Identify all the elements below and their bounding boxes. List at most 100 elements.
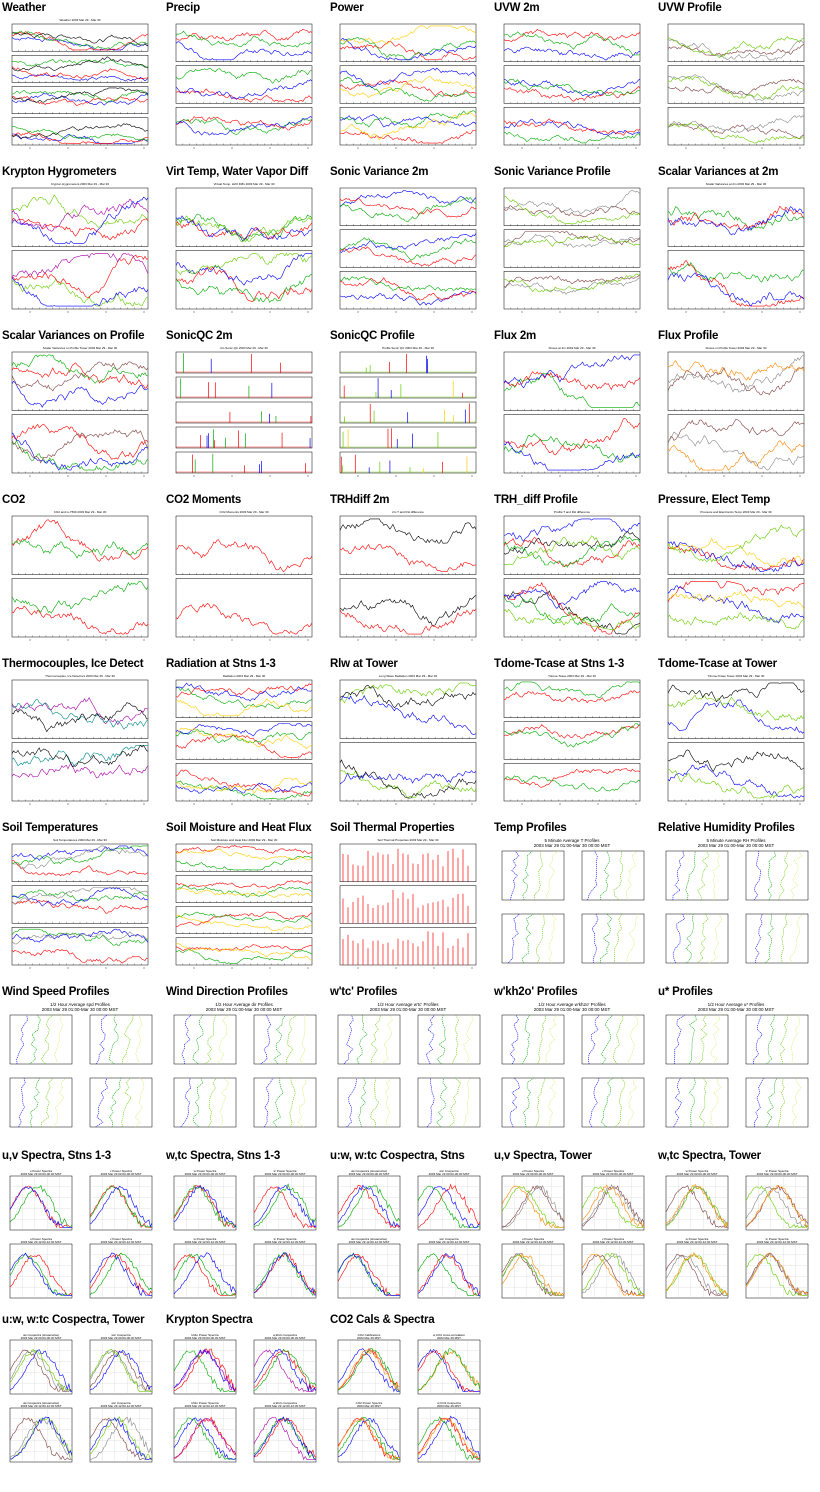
plot-thumbnail[interactable]: w'tc' Profiles 1/2 Hour Average w'tc' Pro… xyxy=(328,986,488,1146)
thumbnail-title-link[interactable]: w'tc' Profiles xyxy=(330,986,398,998)
plot-image[interactable]: Krypton Hygrometers 2003 Mar 29 - Mar 30 xyxy=(0,181,160,323)
plot-image[interactable]: Fluxes on Profile Tower 2003 Mar 29 - Ma… xyxy=(656,345,816,487)
plot-image[interactable]: Soil Thermal Properties 2003 Mar 29 - Ma… xyxy=(328,837,488,979)
thumbnail-title-link[interactable]: Power xyxy=(330,2,364,14)
plot-thumbnail[interactable]: w,tc Spectra, Tower w Power Spectra 2003 M… xyxy=(656,1150,816,1310)
thumbnail-title-link[interactable]: CO2 xyxy=(2,494,26,506)
plot-thumbnail[interactable]: Sonic Variance 2m xyxy=(328,166,488,326)
plot-thumbnail[interactable]: Scalar Variances on Profile Scalar Varian… xyxy=(0,330,160,490)
thumbnail-title-link[interactable]: SonicQC Profile xyxy=(330,330,415,342)
plot-thumbnail[interactable]: Weather Weather 2003 Mar 29 - Mar 30 xyxy=(0,2,160,162)
thumbnail-title-link[interactable]: Precip xyxy=(166,2,200,14)
thumbnail-title-link[interactable]: w,tc Spectra, Stns 1-3 xyxy=(166,1150,281,1162)
thumbnail-title-link[interactable]: Radiation at Stns 1-3 xyxy=(166,658,276,670)
thumbnail-title-link[interactable]: u* Profiles xyxy=(658,986,713,998)
plot-thumbnail[interactable]: CO2 Moments CO2 Moments 2003 Mar 29 - Mar… xyxy=(164,494,324,654)
plot-thumbnail[interactable]: Radiation at Stns 1-3 Radiation 2003 Mar … xyxy=(164,658,324,818)
thumbnail-title-link[interactable]: TRH_diff Profile xyxy=(494,494,578,506)
plot-image[interactable]: Fluxes at 2m 2003 Mar 29 - Mar 30 xyxy=(492,345,652,487)
plot-thumbnail[interactable]: Virt Temp, Water Vapor Diff Virtual Temp,… xyxy=(164,166,324,326)
thumbnail-title-link[interactable]: Temp Profiles xyxy=(494,822,567,834)
plot-image[interactable]: Soil Moisture and Heat Flux 2003 Mar 29 … xyxy=(164,837,324,979)
plot-image[interactable]: Scalar Variances at 2m 2003 Mar 29 - Mar… xyxy=(656,181,816,323)
plot-thumbnail[interactable]: Relative Humidity Profiles 5 Minute Avera… xyxy=(656,822,816,982)
plot-thumbnail[interactable]: Krypton Spectra kh2o Power Spectra 2003 Ma… xyxy=(164,1314,324,1474)
plot-image[interactable]: Profile T and RH difference xyxy=(492,509,652,651)
thumbnail-title-link[interactable]: Weather xyxy=(2,2,46,14)
plot-thumbnail[interactable]: CO2 CO2 and Li-7500 2003 Mar 29 - Mar 30 xyxy=(0,494,160,654)
thumbnail-title-link[interactable]: CO2 Cals & Spectra xyxy=(330,1314,435,1326)
thumbnail-title-link[interactable]: Wind Direction Profiles xyxy=(166,986,288,998)
plot-thumbnail[interactable]: Krypton Hygrometers Krypton Hygrometers 2… xyxy=(0,166,160,326)
plot-image[interactable] xyxy=(492,17,652,159)
plot-thumbnail[interactable]: w'kh2o' Profiles 1/2 Hour Average w'kh2o'… xyxy=(492,986,652,1146)
plot-image[interactable]: Scalar Variances on Profile Tower 2003 M… xyxy=(0,345,160,487)
thumbnail-title-link[interactable]: Wind Speed Profiles xyxy=(2,986,110,998)
plot-image[interactable]: Long Wave Radiation 2003 Mar 29 - Mar 30 xyxy=(328,673,488,815)
plot-thumbnail[interactable]: Flux 2m Fluxes at 2m 2003 Mar 29 - Mar 30 xyxy=(492,330,652,490)
plot-image[interactable] xyxy=(328,181,488,323)
plot-image[interactable]: uw Cospectra (streamwise)2003 Mar 29 00:… xyxy=(0,1329,160,1471)
plot-thumbnail[interactable]: u:w, w:tc Cospectra, Tower uw Cospectra (… xyxy=(0,1314,160,1474)
plot-thumbnail[interactable]: u* Profiles 1/2 Hour Average u* Profiles 2… xyxy=(656,986,816,1146)
plot-image[interactable] xyxy=(328,17,488,159)
plot-thumbnail[interactable]: Tdome-Tcase at Tower Tdome-Tcase Tower 20… xyxy=(656,658,816,818)
plot-image[interactable]: Profile Sonic QC 2003 Mar 29 - Mar 30 xyxy=(328,345,488,487)
plot-thumbnail[interactable]: w,tc Spectra, Stns 1-3 w Power Spectra 200… xyxy=(164,1150,324,1310)
plot-thumbnail[interactable]: Soil Moisture and Heat Flux Soil Moisture… xyxy=(164,822,324,982)
plot-thumbnail[interactable]: u:w, w:tc Cospectra, Stns uw Cospectra (s… xyxy=(328,1150,488,1310)
thumbnail-title-link[interactable]: Scalar Variances at 2m xyxy=(658,166,779,178)
plot-thumbnail[interactable]: Scalar Variances at 2m Scalar Variances a… xyxy=(656,166,816,326)
plot-thumbnail[interactable]: Soil Thermal Properties Soil Thermal Prop… xyxy=(328,822,488,982)
plot-thumbnail[interactable]: Temp Profiles 5 Minute Average T Profiles… xyxy=(492,822,652,982)
plot-thumbnail[interactable]: SonicQC Profile Profile Sonic QC 2003 Mar… xyxy=(328,330,488,490)
plot-image[interactable]: CO2 Moments 2003 Mar 29 - Mar 30 xyxy=(164,509,324,651)
plot-thumbnail[interactable]: Sonic Variance Profile xyxy=(492,166,652,326)
plot-thumbnail[interactable]: CO2 Cals & Spectra CO2 Calibrations 2003 M… xyxy=(328,1314,488,1474)
thumbnail-title-link[interactable]: Rlw at Tower xyxy=(330,658,398,670)
thumbnail-title-link[interactable]: Soil Temperatures xyxy=(2,822,99,834)
thumbnail-title-link[interactable]: TRHdiff 2m xyxy=(330,494,390,506)
plot-image[interactable]: Tdome-Tcase 2003 Mar 29 - Mar 30 xyxy=(492,673,652,815)
thumbnail-title-link[interactable]: SonicQC 2m xyxy=(166,330,233,342)
thumbnail-title-link[interactable]: Tdome-Tcase at Stns 1-3 xyxy=(494,658,625,670)
plot-thumbnail[interactable]: TRH_diff Profile Profile T and RH differe… xyxy=(492,494,652,654)
thumbnail-title-link[interactable]: Krypton Hygrometers xyxy=(2,166,117,178)
thumbnail-title-link[interactable]: w,tc Spectra, Tower xyxy=(658,1150,761,1162)
plot-thumbnail[interactable]: UVW 2m xyxy=(492,2,652,162)
plot-thumbnail[interactable]: Flux Profile Fluxes on Profile Tower 2003… xyxy=(656,330,816,490)
plot-thumbnail[interactable]: TRHdiff 2m 2m T and RH difference xyxy=(328,494,488,654)
plot-thumbnail[interactable]: SonicQC 2m 2m Sonic QC 2003 Mar 29 - Mar … xyxy=(164,330,324,490)
thumbnail-title-link[interactable]: w'kh2o' Profiles xyxy=(494,986,578,998)
plot-image[interactable]: Tdome-Tcase Tower 2003 Mar 29 - Mar 30 xyxy=(656,673,816,815)
plot-thumbnail[interactable]: u,v Spectra, Stns 1-3 u Power Spectra 2003… xyxy=(0,1150,160,1310)
thumbnail-title-link[interactable]: Sonic Variance Profile xyxy=(494,166,611,178)
thumbnail-title-link[interactable]: Soil Thermal Properties xyxy=(330,822,455,834)
thumbnail-title-link[interactable]: Krypton Spectra xyxy=(166,1314,253,1326)
plot-thumbnail[interactable]: Power xyxy=(328,2,488,162)
thumbnail-title-link[interactable]: u,v Spectra, Stns 1-3 xyxy=(2,1150,111,1162)
thumbnail-title-link[interactable]: u,v Spectra, Tower xyxy=(494,1150,592,1162)
plot-image[interactable]: CO2 and Li-7500 2003 Mar 29 - Mar 30 xyxy=(0,509,160,651)
plot-thumbnail[interactable]: u,v Spectra, Tower u Power Spectra 2003 Ma… xyxy=(492,1150,652,1310)
plot-image[interactable] xyxy=(656,17,816,159)
plot-image[interactable]: 2m Sonic QC 2003 Mar 29 - Mar 30 xyxy=(164,345,324,487)
thumbnail-title-link[interactable]: Sonic Variance 2m xyxy=(330,166,429,178)
thumbnail-title-link[interactable]: Tdome-Tcase at Tower xyxy=(658,658,777,670)
plot-image[interactable]: uw Cospectra (streamwise)2003 Mar 29 00:… xyxy=(328,1165,488,1307)
plot-thumbnail[interactable]: UVW Profile xyxy=(656,2,816,162)
plot-image[interactable] xyxy=(164,17,324,159)
plot-thumbnail[interactable]: Wind Direction Profiles 1/2 Hour Average … xyxy=(164,986,324,1146)
